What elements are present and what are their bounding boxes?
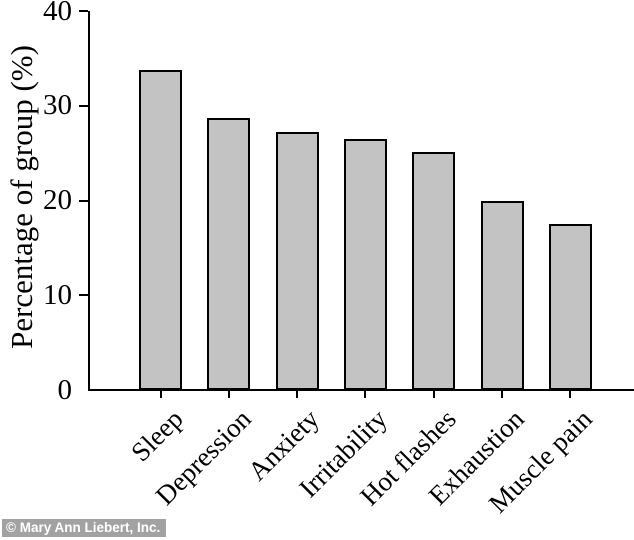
y-tick-20 [79, 199, 88, 202]
bar-sleep [139, 69, 182, 390]
x-tick-hot-flashes [432, 391, 435, 398]
bar-exhaustion [480, 200, 524, 390]
x-tick-depression [227, 391, 230, 398]
y-tick-30 [79, 104, 88, 107]
y-tick-label-40: 40 [43, 0, 72, 27]
x-axis-line [88, 389, 634, 391]
x-tick-irritability [364, 391, 367, 398]
x-tick-sleep [159, 391, 162, 398]
y-tick-40 [79, 10, 88, 13]
x-tick-exhaustion [501, 391, 504, 398]
bar-hot-flashes [412, 152, 456, 390]
y-axis-line [88, 11, 90, 391]
bar-muscle-pain [548, 224, 592, 390]
bar-anxiety [275, 132, 319, 390]
x-tick-muscle-pain [569, 391, 572, 398]
watermark: © Mary Ann Liebert, Inc. [2, 519, 167, 537]
y-tick-label-30: 30 [43, 89, 72, 122]
bar-irritability [343, 139, 387, 390]
y-tick-label-20: 20 [43, 184, 72, 217]
bar-depression [207, 118, 251, 390]
y-tick-10 [79, 294, 88, 297]
y-tick-label-0: 0 [57, 373, 73, 406]
x-tick-anxiety [296, 391, 299, 398]
y-tick-label-10: 10 [43, 278, 72, 311]
